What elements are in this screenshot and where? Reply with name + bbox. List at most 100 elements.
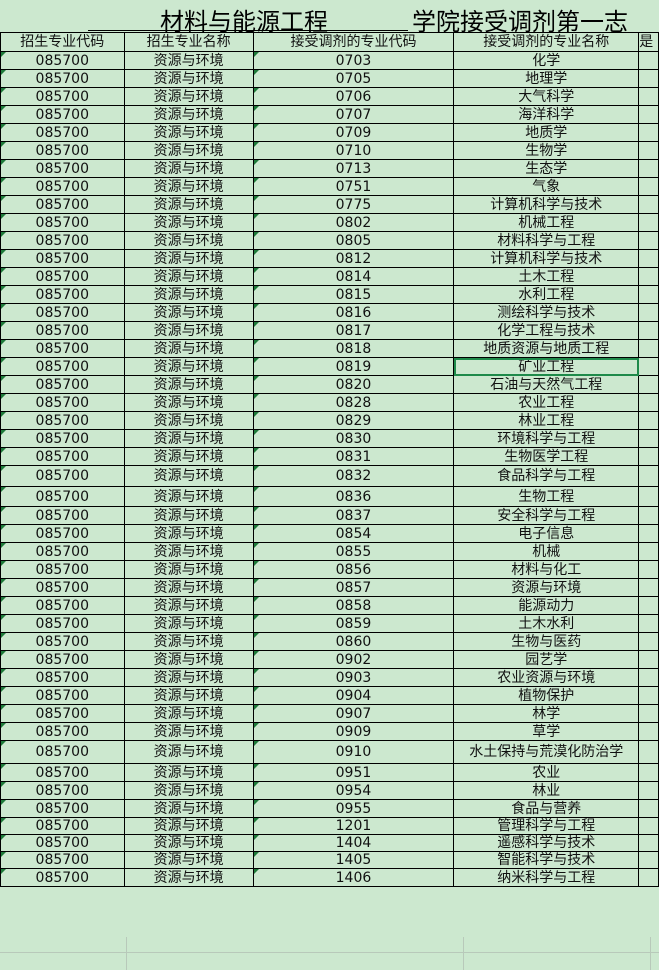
cell-accept-code[interactable]: 1406 xyxy=(252,868,455,887)
cell-enroll-name[interactable]: 资源与环境 xyxy=(123,69,254,88)
cell-accept-code[interactable]: 0828 xyxy=(252,393,455,412)
cell-accept-name[interactable]: 环境科学与工程 xyxy=(453,429,640,448)
cell-enroll-name[interactable]: 资源与环境 xyxy=(123,195,254,214)
cell-enroll-code[interactable]: 085700 xyxy=(0,195,125,214)
cell-enroll-name[interactable]: 资源与环境 xyxy=(123,614,254,633)
cell-accept-code[interactable]: 1201 xyxy=(252,817,455,835)
cell-accept-code[interactable]: 0815 xyxy=(252,285,455,304)
cell-enroll-code[interactable]: 085700 xyxy=(0,578,125,597)
cell-extra[interactable] xyxy=(638,303,659,322)
cell-accept-name[interactable]: 大气科学 xyxy=(453,87,640,106)
cell-enroll-code[interactable]: 085700 xyxy=(0,213,125,232)
cell-enroll-code[interactable]: 085700 xyxy=(0,486,125,507)
cell-accept-code[interactable]: 0706 xyxy=(252,87,455,106)
cell-enroll-code[interactable]: 085700 xyxy=(0,781,125,800)
cell-enroll-name[interactable]: 资源与环境 xyxy=(123,834,254,852)
cell-accept-code[interactable]: 0710 xyxy=(252,141,455,160)
cell-accept-code[interactable]: 0951 xyxy=(252,763,455,782)
cell-enroll-code[interactable]: 085700 xyxy=(0,357,125,376)
cell-accept-code[interactable]: 0812 xyxy=(252,249,455,268)
cell-accept-name[interactable]: 地质资源与地质工程 xyxy=(453,339,640,358)
cell-extra[interactable] xyxy=(638,123,659,142)
cell-accept-name[interactable]: 气象 xyxy=(453,177,640,196)
cell-accept-name[interactable]: 食品科学与工程 xyxy=(453,465,640,487)
cell-enroll-name[interactable]: 资源与环境 xyxy=(123,51,254,70)
cell-enroll-name[interactable]: 资源与环境 xyxy=(123,650,254,669)
cell-accept-name[interactable]: 生物与医药 xyxy=(453,632,640,651)
cell-enroll-name[interactable]: 资源与环境 xyxy=(123,542,254,561)
cell-enroll-name[interactable]: 资源与环境 xyxy=(123,506,254,525)
header-cell[interactable]: 招生专业代码 xyxy=(0,32,125,52)
cell-accept-name[interactable]: 能源动力 xyxy=(453,596,640,615)
cell-extra[interactable] xyxy=(638,159,659,178)
cell-enroll-name[interactable]: 资源与环境 xyxy=(123,465,254,487)
cell-accept-name[interactable]: 电子信息 xyxy=(453,524,640,543)
cell-accept-name[interactable]: 计算机科学与技术 xyxy=(453,195,640,214)
cell-enroll-name[interactable]: 资源与环境 xyxy=(123,411,254,430)
cell-enroll-code[interactable]: 085700 xyxy=(0,868,125,887)
cell-accept-name[interactable]: 测绘科学与技术 xyxy=(453,303,640,322)
cell-accept-code[interactable]: 0820 xyxy=(252,375,455,394)
cell-accept-code[interactable]: 0902 xyxy=(252,650,455,669)
cell-enroll-code[interactable]: 085700 xyxy=(0,69,125,88)
cell-accept-code[interactable]: 1405 xyxy=(252,851,455,869)
cell-enroll-name[interactable]: 资源与环境 xyxy=(123,851,254,869)
cell-accept-code[interactable]: 0859 xyxy=(252,614,455,633)
cell-enroll-name[interactable]: 资源与环境 xyxy=(123,722,254,741)
cell-enroll-code[interactable]: 085700 xyxy=(0,249,125,268)
cell-accept-code[interactable]: 0907 xyxy=(252,704,455,723)
cell-accept-name[interactable]: 机械工程 xyxy=(453,213,640,232)
cell-enroll-code[interactable]: 085700 xyxy=(0,834,125,852)
cell-enroll-code[interactable]: 085700 xyxy=(0,704,125,723)
cell-accept-name[interactable]: 材料科学与工程 xyxy=(453,231,640,250)
cell-accept-name[interactable]: 安全科学与工程 xyxy=(453,506,640,525)
cell-extra[interactable] xyxy=(638,851,659,869)
cell-extra[interactable] xyxy=(638,465,659,487)
cell-extra[interactable] xyxy=(638,267,659,286)
cell-accept-code[interactable]: 0909 xyxy=(252,722,455,741)
cell-extra[interactable] xyxy=(638,668,659,687)
cell-extra[interactable] xyxy=(638,506,659,525)
cell-accept-code[interactable]: 0751 xyxy=(252,177,455,196)
cell-accept-name[interactable]: 化学 xyxy=(453,51,640,70)
cell-enroll-code[interactable]: 085700 xyxy=(0,632,125,651)
cell-accept-name[interactable]: 化学工程与技术 xyxy=(453,321,640,340)
cell-enroll-name[interactable]: 资源与环境 xyxy=(123,668,254,687)
cell-enroll-code[interactable]: 085700 xyxy=(0,851,125,869)
cell-enroll-code[interactable]: 085700 xyxy=(0,303,125,322)
cell-accept-name[interactable]: 土木水利 xyxy=(453,614,640,633)
cell-extra[interactable] xyxy=(638,429,659,448)
cell-enroll-name[interactable]: 资源与环境 xyxy=(123,105,254,124)
cell-enroll-name[interactable]: 资源与环境 xyxy=(123,267,254,286)
cell-extra[interactable] xyxy=(638,799,659,818)
cell-accept-code[interactable]: 0709 xyxy=(252,123,455,142)
cell-enroll-name[interactable]: 资源与环境 xyxy=(123,596,254,615)
cell-enroll-name[interactable]: 资源与环境 xyxy=(123,357,254,376)
header-cell[interactable]: 招生专业名称 xyxy=(123,32,254,52)
cell-accept-name[interactable]: 林学 xyxy=(453,704,640,723)
cell-enroll-name[interactable]: 资源与环境 xyxy=(123,321,254,340)
cell-extra[interactable] xyxy=(638,339,659,358)
cell-enroll-code[interactable]: 085700 xyxy=(0,560,125,579)
cell-extra[interactable] xyxy=(638,704,659,723)
cell-enroll-code[interactable]: 085700 xyxy=(0,339,125,358)
cell-extra[interactable] xyxy=(638,722,659,741)
cell-enroll-name[interactable]: 资源与环境 xyxy=(123,686,254,705)
cell-extra[interactable] xyxy=(638,357,659,376)
cell-extra[interactable] xyxy=(638,740,659,764)
cell-enroll-code[interactable]: 085700 xyxy=(0,105,125,124)
cell-accept-code[interactable]: 0837 xyxy=(252,506,455,525)
cell-enroll-name[interactable]: 资源与环境 xyxy=(123,763,254,782)
cell-accept-name[interactable]: 农业资源与环境 xyxy=(453,668,640,687)
cell-extra[interactable] xyxy=(638,375,659,394)
cell-accept-name[interactable]: 生物学 xyxy=(453,141,640,160)
cell-accept-code[interactable]: 0904 xyxy=(252,686,455,705)
cell-accept-code[interactable]: 0830 xyxy=(252,429,455,448)
cell-accept-code[interactable]: 0854 xyxy=(252,524,455,543)
cell-enroll-code[interactable]: 085700 xyxy=(0,763,125,782)
cell-extra[interactable] xyxy=(638,87,659,106)
cell-enroll-code[interactable]: 085700 xyxy=(0,375,125,394)
cell-enroll-code[interactable]: 085700 xyxy=(0,799,125,818)
cell-enroll-name[interactable]: 资源与环境 xyxy=(123,123,254,142)
cell-accept-code[interactable]: 0855 xyxy=(252,542,455,561)
